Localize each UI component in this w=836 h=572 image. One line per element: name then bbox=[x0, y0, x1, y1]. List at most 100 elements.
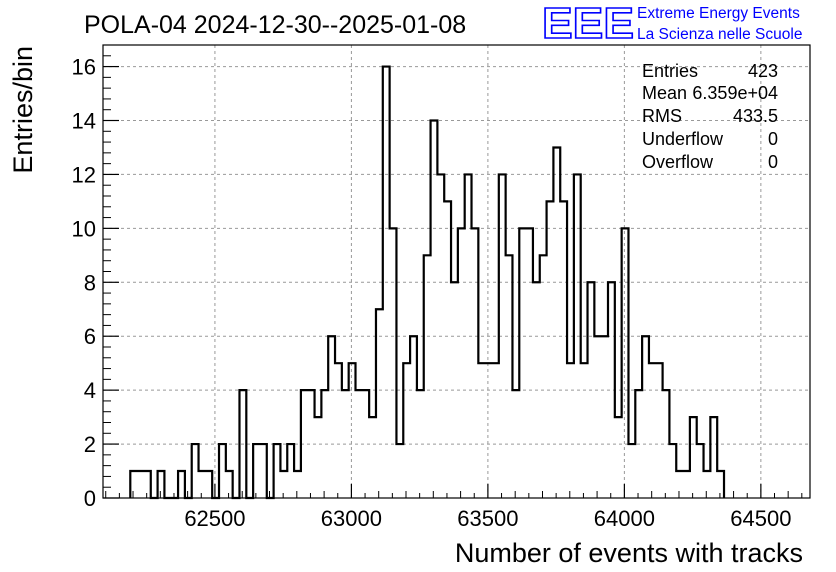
histogram-bin bbox=[437, 174, 444, 498]
histogram-bin bbox=[676, 471, 683, 498]
histogram-bin bbox=[547, 201, 554, 498]
histogram-bin bbox=[710, 417, 717, 498]
stats-entries-label: Entries bbox=[642, 61, 698, 81]
histogram-bin bbox=[280, 471, 287, 498]
logo-line2: La Scienza nelle Scuole bbox=[637, 26, 802, 43]
histogram-bin bbox=[178, 471, 185, 498]
x-tick-label: 62500 bbox=[184, 506, 245, 531]
stats-underflow-label: Underflow bbox=[642, 129, 724, 149]
y-tick-label: 12 bbox=[72, 162, 96, 187]
y-tick-label: 6 bbox=[84, 324, 96, 349]
histogram-bin bbox=[294, 471, 301, 498]
histogram-bin bbox=[253, 444, 260, 498]
histogram-bin bbox=[594, 336, 601, 498]
histogram-bin bbox=[512, 390, 519, 498]
histogram-bin bbox=[424, 255, 431, 498]
stats-mean-value: 6.359e+04 bbox=[692, 83, 778, 103]
histogram-bin bbox=[260, 444, 267, 498]
histogram-bin bbox=[690, 417, 697, 498]
histogram-bin bbox=[315, 417, 322, 498]
histogram-bin bbox=[137, 471, 144, 498]
histogram-bin bbox=[321, 390, 328, 498]
histogram-bin bbox=[642, 336, 649, 498]
chart-title: POLA-04 2024-12-30--2025-01-08 bbox=[84, 11, 466, 39]
histogram-bin bbox=[369, 417, 376, 498]
histogram-bin bbox=[328, 336, 335, 498]
y-tick-label: 0 bbox=[84, 486, 96, 511]
histogram-bin bbox=[540, 255, 547, 498]
histogram-bin bbox=[492, 363, 499, 498]
histogram-bin bbox=[410, 336, 417, 498]
histogram-bin bbox=[431, 121, 438, 499]
histogram-bin bbox=[205, 471, 212, 498]
histogram-bin bbox=[226, 471, 233, 498]
histogram-bin bbox=[130, 471, 137, 498]
histogram-bin bbox=[239, 390, 246, 498]
histogram-bin bbox=[622, 228, 629, 498]
histogram-bin bbox=[567, 363, 574, 498]
histogram-bin bbox=[396, 444, 403, 498]
histogram-bin bbox=[663, 390, 670, 498]
histogram-bin bbox=[417, 390, 424, 498]
histogram-bin bbox=[478, 363, 485, 498]
histogram-bin bbox=[683, 471, 690, 498]
histogram-bin bbox=[656, 363, 663, 498]
stats-box: Entries 423 Mean 6.359e+04 RMS 433.5 Und… bbox=[642, 61, 778, 172]
y-axis-ticks: 0 2 4 6 8 10 12 14 16 bbox=[72, 55, 119, 511]
histogram-bin bbox=[519, 228, 526, 498]
histogram-bin bbox=[574, 174, 581, 498]
histogram-bin bbox=[472, 228, 479, 498]
histogram-bin bbox=[615, 417, 622, 498]
histogram-bin bbox=[601, 336, 608, 498]
eee-logo: EEE Extreme Energy Events La Scienza nel… bbox=[541, 0, 802, 49]
histogram-bin bbox=[649, 363, 656, 498]
x-axis-ticks: 62500 63000 63500 64000 64500 bbox=[105, 484, 803, 531]
x-tick-label: 63500 bbox=[457, 506, 518, 531]
y-tick-label: 14 bbox=[72, 109, 96, 134]
stats-rms-value: 433.5 bbox=[733, 106, 778, 126]
grid-lines bbox=[103, 45, 810, 498]
stats-overflow-value: 0 bbox=[768, 152, 778, 172]
x-tick-label: 63000 bbox=[321, 506, 382, 531]
histogram-bin bbox=[697, 444, 704, 498]
histogram-bin bbox=[588, 282, 595, 498]
logo-eee-text: EEE bbox=[542, 0, 634, 48]
histogram-bin bbox=[451, 282, 458, 498]
stats-entries-value: 423 bbox=[748, 61, 778, 81]
histogram-bin bbox=[608, 282, 615, 498]
histogram-bin bbox=[390, 228, 397, 498]
histogram-bin bbox=[199, 471, 206, 498]
histogram-bin bbox=[506, 255, 513, 498]
histogram-bin bbox=[704, 471, 711, 498]
histogram-bin bbox=[581, 363, 588, 498]
histogram-bin bbox=[308, 390, 315, 498]
histogram-bin bbox=[356, 390, 363, 498]
histogram-bin bbox=[403, 363, 410, 498]
histogram-bin bbox=[560, 201, 567, 498]
histogram-bin bbox=[219, 444, 226, 498]
histogram-bin bbox=[349, 363, 356, 498]
histogram-bin bbox=[628, 444, 635, 498]
histogram-bin bbox=[362, 390, 369, 498]
histogram-bin bbox=[342, 390, 349, 498]
x-axis-label: Number of events with tracks bbox=[455, 538, 803, 568]
histogram-bin bbox=[192, 444, 199, 498]
y-tick-label: 2 bbox=[84, 432, 96, 457]
histogram-bin bbox=[465, 174, 472, 498]
histogram-bin bbox=[144, 471, 151, 498]
histogram-bin bbox=[458, 228, 465, 498]
y-tick-label: 10 bbox=[72, 216, 96, 241]
histogram-bin bbox=[158, 471, 165, 498]
histogram-bin bbox=[533, 282, 540, 498]
histogram-bin bbox=[301, 390, 308, 498]
x-tick-label: 64000 bbox=[594, 506, 655, 531]
histogram-bin bbox=[287, 444, 294, 498]
histogram-bin bbox=[444, 201, 451, 498]
histogram-bin bbox=[335, 363, 342, 498]
stats-underflow-value: 0 bbox=[768, 129, 778, 149]
y-tick-label: 8 bbox=[84, 270, 96, 295]
x-tick-label: 64500 bbox=[730, 506, 791, 531]
histogram-bin bbox=[485, 363, 492, 498]
histogram-bin bbox=[499, 174, 506, 498]
